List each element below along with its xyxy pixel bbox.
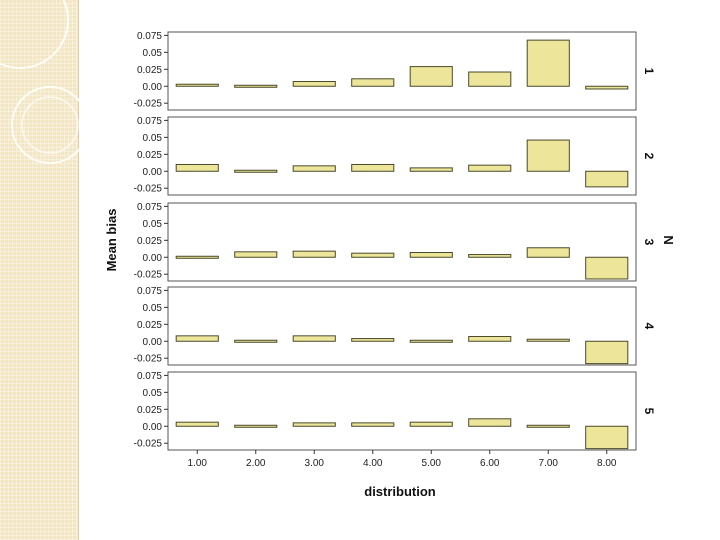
bar-4.00	[351, 338, 395, 342]
bar-8.00	[585, 425, 629, 450]
bar-3.00	[292, 422, 336, 427]
y-tick-label: 0.05	[143, 219, 163, 230]
facet-panel-1: 0.075 0.05 0.025 0.00 -0.025 1	[134, 31, 656, 111]
bar-4.00	[351, 422, 395, 427]
y-tick-label: 0.075	[137, 371, 162, 382]
bar-1.00	[175, 163, 219, 172]
x-tick-label: 8.00	[597, 458, 617, 469]
y-tick-label: -0.025	[134, 184, 163, 195]
y-tick-label: 0.00	[143, 337, 163, 348]
y-axis-title: Mean bias	[104, 209, 119, 272]
bar-5.00	[409, 252, 453, 258]
y-tick-label: 0.075	[137, 116, 162, 127]
bar-6.00	[468, 336, 512, 342]
bar-2.00	[234, 84, 278, 88]
bar-8.00	[585, 170, 629, 188]
y-tick-label: 0.00	[143, 422, 163, 433]
y-tick-label: 0.075	[137, 31, 162, 42]
bar-3.00	[292, 165, 336, 172]
bar-5.00	[409, 167, 453, 172]
facet-axis-title: N	[661, 235, 676, 244]
y-tick-label: 0.05	[143, 48, 163, 59]
bar-2.00	[234, 251, 278, 258]
facet-panel-5: 0.075 0.05 0.025 0.00 -0.025 5	[134, 371, 656, 451]
bar-3.00	[292, 81, 336, 87]
y-tick-label: -0.025	[134, 354, 163, 365]
bar-6.00	[468, 418, 512, 427]
y-tick-label: -0.025	[134, 99, 163, 110]
panel-frame	[167, 286, 637, 366]
y-tick-label: 0.05	[143, 388, 163, 399]
bar-7.00	[526, 247, 570, 258]
x-tick-label: 7.00	[539, 458, 559, 469]
x-axis-title: distribution	[364, 484, 436, 499]
panel-frame	[167, 202, 637, 282]
y-tick-label: 0.025	[137, 320, 162, 331]
bar-8.00	[585, 256, 629, 280]
y-tick-label: -0.025	[134, 439, 163, 450]
bar-3.00	[292, 250, 336, 258]
bar-5.00	[409, 339, 453, 343]
bar-7.00	[526, 39, 570, 87]
panel-label-1: 1	[642, 68, 656, 75]
facet-panel-2: 0.075 0.05 0.025 0.00 -0.025 2	[134, 116, 656, 196]
bar-1.00	[175, 83, 219, 87]
bar-4.00	[351, 252, 395, 258]
panel-label-4: 4	[642, 323, 656, 330]
bar-7.00	[526, 338, 570, 342]
y-tick-label: 0.00	[143, 167, 163, 178]
bar-5.00	[409, 66, 453, 87]
bar-7.00	[526, 424, 570, 428]
y-tick-label: 0.025	[137, 65, 162, 76]
panel-label-2: 2	[642, 153, 656, 160]
decorative-circles	[0, 0, 89, 164]
y-tick-label: 0.025	[137, 405, 162, 416]
bar-6.00	[468, 71, 512, 87]
x-tick-label: 2.00	[246, 458, 266, 469]
bar-1.00	[175, 335, 219, 342]
bar-2.00	[234, 339, 278, 343]
panel-label-5: 5	[642, 408, 656, 415]
bar-7.00	[526, 139, 570, 172]
facet-panel-4: 0.075 0.05 0.025 0.00 -0.025 4	[134, 286, 656, 366]
y-tick-label: 0.00	[143, 253, 163, 264]
bar-3.00	[292, 335, 336, 342]
y-tick-label: 0.025	[137, 150, 162, 161]
bar-5.00	[409, 421, 453, 427]
y-tick-label: 0.025	[137, 236, 162, 247]
bar-4.00	[351, 78, 395, 87]
facet-panel-3: 0.075 0.05 0.025 0.00 -0.025 3	[134, 202, 656, 282]
bar-8.00	[585, 340, 629, 365]
bar-6.00	[468, 164, 512, 172]
bar-1.00	[175, 255, 219, 259]
panel-frame	[167, 371, 637, 451]
bar-2.00	[234, 424, 278, 428]
x-tick-label: 1.00	[188, 458, 208, 469]
x-tick-label: 6.00	[480, 458, 500, 469]
y-tick-label: 0.05	[143, 133, 163, 144]
x-tick-label: 5.00	[422, 458, 442, 469]
y-tick-label: 0.075	[137, 286, 162, 297]
y-tick-label: 0.00	[143, 82, 163, 93]
bar-8.00	[585, 85, 629, 90]
x-tick-label: 4.00	[363, 458, 383, 469]
bar-1.00	[175, 421, 219, 427]
y-tick-label: 0.05	[143, 303, 163, 314]
y-tick-label: 0.075	[137, 202, 162, 213]
x-tick-label: 3.00	[305, 458, 325, 469]
panel-label-3: 3	[642, 239, 656, 246]
bar-2.00	[234, 169, 278, 173]
bar-4.00	[351, 163, 395, 172]
y-tick-label: -0.025	[134, 270, 163, 281]
bar-6.00	[468, 254, 512, 258]
